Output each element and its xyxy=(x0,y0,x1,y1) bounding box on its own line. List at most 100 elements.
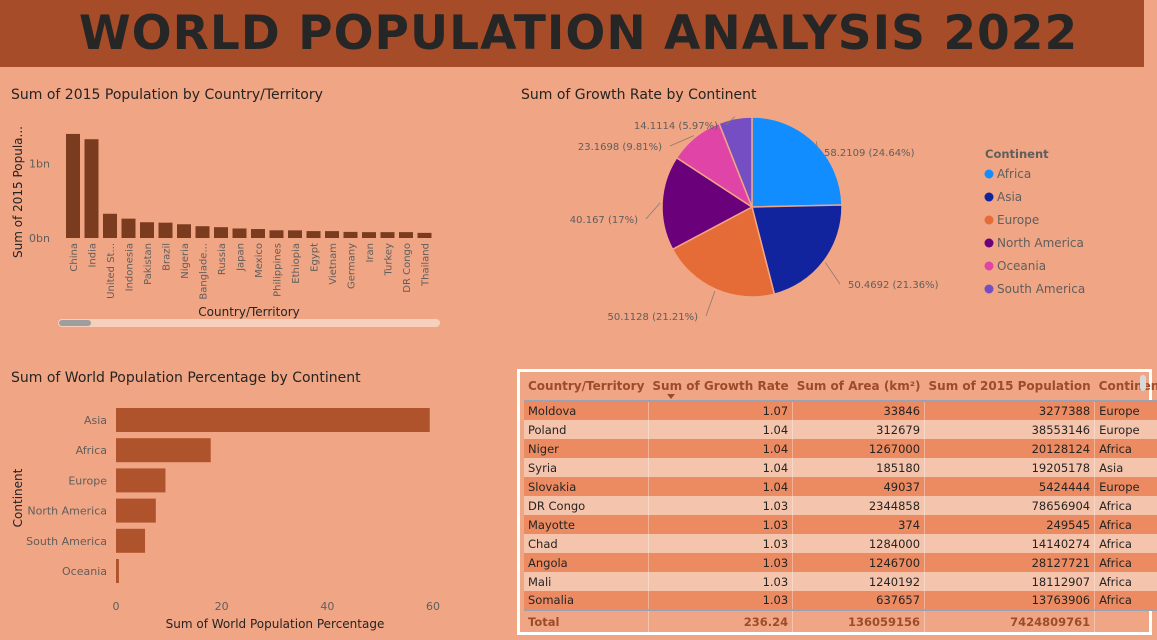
table-total-cell: 7424809761 xyxy=(924,609,1095,632)
bar[interactable] xyxy=(269,230,284,238)
y-tick-label: 0bn xyxy=(29,232,50,245)
column-header-area[interactable]: Sum of Area (km²) xyxy=(792,372,925,402)
pie-slice-north-america[interactable] xyxy=(661,156,754,251)
bar[interactable] xyxy=(116,438,211,463)
leader-line xyxy=(669,135,695,147)
bar[interactable] xyxy=(84,139,99,238)
bar[interactable] xyxy=(140,222,154,238)
bar[interactable] xyxy=(66,133,80,238)
column-header-growth-rate[interactable]: Sum of Growth Rate xyxy=(648,372,793,402)
pie-slice-asia[interactable] xyxy=(751,204,843,296)
bar[interactable] xyxy=(195,226,210,238)
column-header-continent[interactable]: Continent xyxy=(1094,372,1157,402)
bar[interactable] xyxy=(288,230,302,238)
table-row[interactable]: Moldova 1.07 33846 3277388 Europe xyxy=(524,401,1157,420)
bar[interactable] xyxy=(343,231,358,238)
legend-item[interactable]: Europe xyxy=(997,213,1039,227)
growth-pie-title: Sum of Growth Rate by Continent xyxy=(521,87,757,103)
table-cell: 374 xyxy=(792,515,925,534)
table-row[interactable]: Niger 1.04 1267000 20128124 Africa xyxy=(524,439,1157,458)
bar[interactable] xyxy=(177,224,191,238)
table-cell: 1.04 xyxy=(647,458,793,477)
bar[interactable] xyxy=(116,559,119,583)
x-tick-label: DR Congo xyxy=(402,243,413,293)
legend-item[interactable]: South America xyxy=(997,282,1085,296)
sort-descending-icon[interactable] xyxy=(667,394,675,399)
table-row[interactable]: Angola 1.03 1246700 28127721 Africa xyxy=(524,553,1157,572)
table-cell: 38553146 xyxy=(924,420,1095,439)
table-cell: 1.07 xyxy=(647,401,793,420)
bar[interactable] xyxy=(116,498,156,523)
scrollbar-thumb[interactable] xyxy=(59,320,91,326)
bar[interactable] xyxy=(306,231,321,238)
bar[interactable] xyxy=(325,231,339,238)
table-cell: Africa xyxy=(1094,553,1157,572)
pie-slice-africa[interactable] xyxy=(751,116,843,208)
table-cell: Asia xyxy=(1094,458,1157,477)
table-row[interactable]: DR Congo 1.03 2344858 78656904 Africa xyxy=(524,496,1157,515)
legend-marker xyxy=(984,238,994,248)
x-tick-label: Nigeria xyxy=(180,243,191,279)
table-scrollbar[interactable] xyxy=(1140,375,1146,391)
table-row[interactable]: Mali 1.03 1240192 18112907 Africa xyxy=(524,572,1157,591)
bar[interactable] xyxy=(417,232,432,238)
x-tick-label: Iran xyxy=(365,243,376,263)
legend-marker xyxy=(984,192,994,202)
legend-item[interactable]: Africa xyxy=(997,167,1031,181)
pie-slice-europe[interactable] xyxy=(671,205,776,298)
table-cell: Europe xyxy=(1094,401,1157,420)
legend-item[interactable]: Asia xyxy=(997,190,1022,204)
horizontal-scrollbar[interactable] xyxy=(58,319,440,327)
table-cell: 14140274 xyxy=(924,534,1095,553)
table-cell: 49037 xyxy=(792,477,925,496)
table-cell: Moldova xyxy=(524,401,649,420)
table-row[interactable]: Mayotte 1.03 374 249545 Africa xyxy=(524,515,1157,534)
bar[interactable] xyxy=(232,228,247,238)
dashboard-title: WORLD POPULATION ANALYSIS 2022 xyxy=(78,6,1079,61)
bar[interactable] xyxy=(121,218,136,238)
pie-slice-south-america[interactable] xyxy=(718,116,753,208)
table-row[interactable]: Poland 1.04 312679 38553146 Europe xyxy=(524,420,1157,439)
table-cell: Somalia xyxy=(524,591,649,610)
table-cell: 1284000 xyxy=(792,534,925,553)
table-cell: 28127721 xyxy=(924,553,1095,572)
x-axis-title: Sum of World Population Percentage xyxy=(166,617,385,631)
y-tick-label: Europe xyxy=(68,474,107,487)
bar[interactable] xyxy=(251,229,265,238)
table-row[interactable]: Chad 1.03 1284000 14140274 Africa xyxy=(524,534,1157,553)
column-header-country[interactable]: Country/Territory xyxy=(524,372,649,402)
table-total-cell: 236.24 xyxy=(647,609,793,632)
legend-marker xyxy=(984,284,994,294)
bar[interactable] xyxy=(116,408,430,432)
table-cell: 1.03 xyxy=(647,515,793,534)
population-column-chart[interactable]: 0bn 1bn Sum of 2015 Popula... China India Uni… xyxy=(0,100,440,340)
table-cell: 3277388 xyxy=(924,401,1095,420)
table-cell: 1.04 xyxy=(647,420,793,439)
bar[interactable] xyxy=(158,222,173,238)
bar[interactable] xyxy=(380,232,395,238)
table-cell: 312679 xyxy=(792,420,925,439)
table-row[interactable]: Syria 1.04 185180 19205178 Asia xyxy=(524,458,1157,477)
legend-item[interactable]: Oceania xyxy=(997,259,1046,273)
x-tick-label: Ethiopia xyxy=(291,243,302,284)
bar[interactable] xyxy=(116,468,166,493)
bar[interactable] xyxy=(116,528,146,553)
table-cell: Africa xyxy=(1094,515,1157,534)
bar[interactable] xyxy=(399,232,413,238)
legend-item[interactable]: North America xyxy=(997,236,1084,250)
table-cell: Chad xyxy=(524,534,649,553)
bar[interactable] xyxy=(362,232,376,238)
table-total-cell: 136059156 xyxy=(792,609,925,632)
bar[interactable] xyxy=(214,227,228,238)
column-header-population[interactable]: Sum of 2015 Population xyxy=(924,372,1095,402)
world-pct-bar-chart[interactable]: Asia Africa Europe North America South Ameri… xyxy=(0,390,480,640)
table-row[interactable]: Slovakia 1.04 49037 5424444 Europe xyxy=(524,477,1157,496)
table-total-cell xyxy=(1094,609,1157,632)
x-tick-label: Mexico xyxy=(254,243,265,278)
growth-rate-pie-chart[interactable]: 58.2109 (24.64%) 50.4692 (21.36%) 50.1128 … xyxy=(520,105,1140,345)
bar[interactable] xyxy=(103,213,117,238)
table-total-row: Total 236.24 136059156 7424809761 xyxy=(524,609,1157,632)
table-row[interactable]: Somalia 1.03 637657 13763906 Africa xyxy=(524,591,1157,610)
table-cell: 78656904 xyxy=(924,496,1095,515)
x-tick-label: 0 xyxy=(113,600,120,613)
